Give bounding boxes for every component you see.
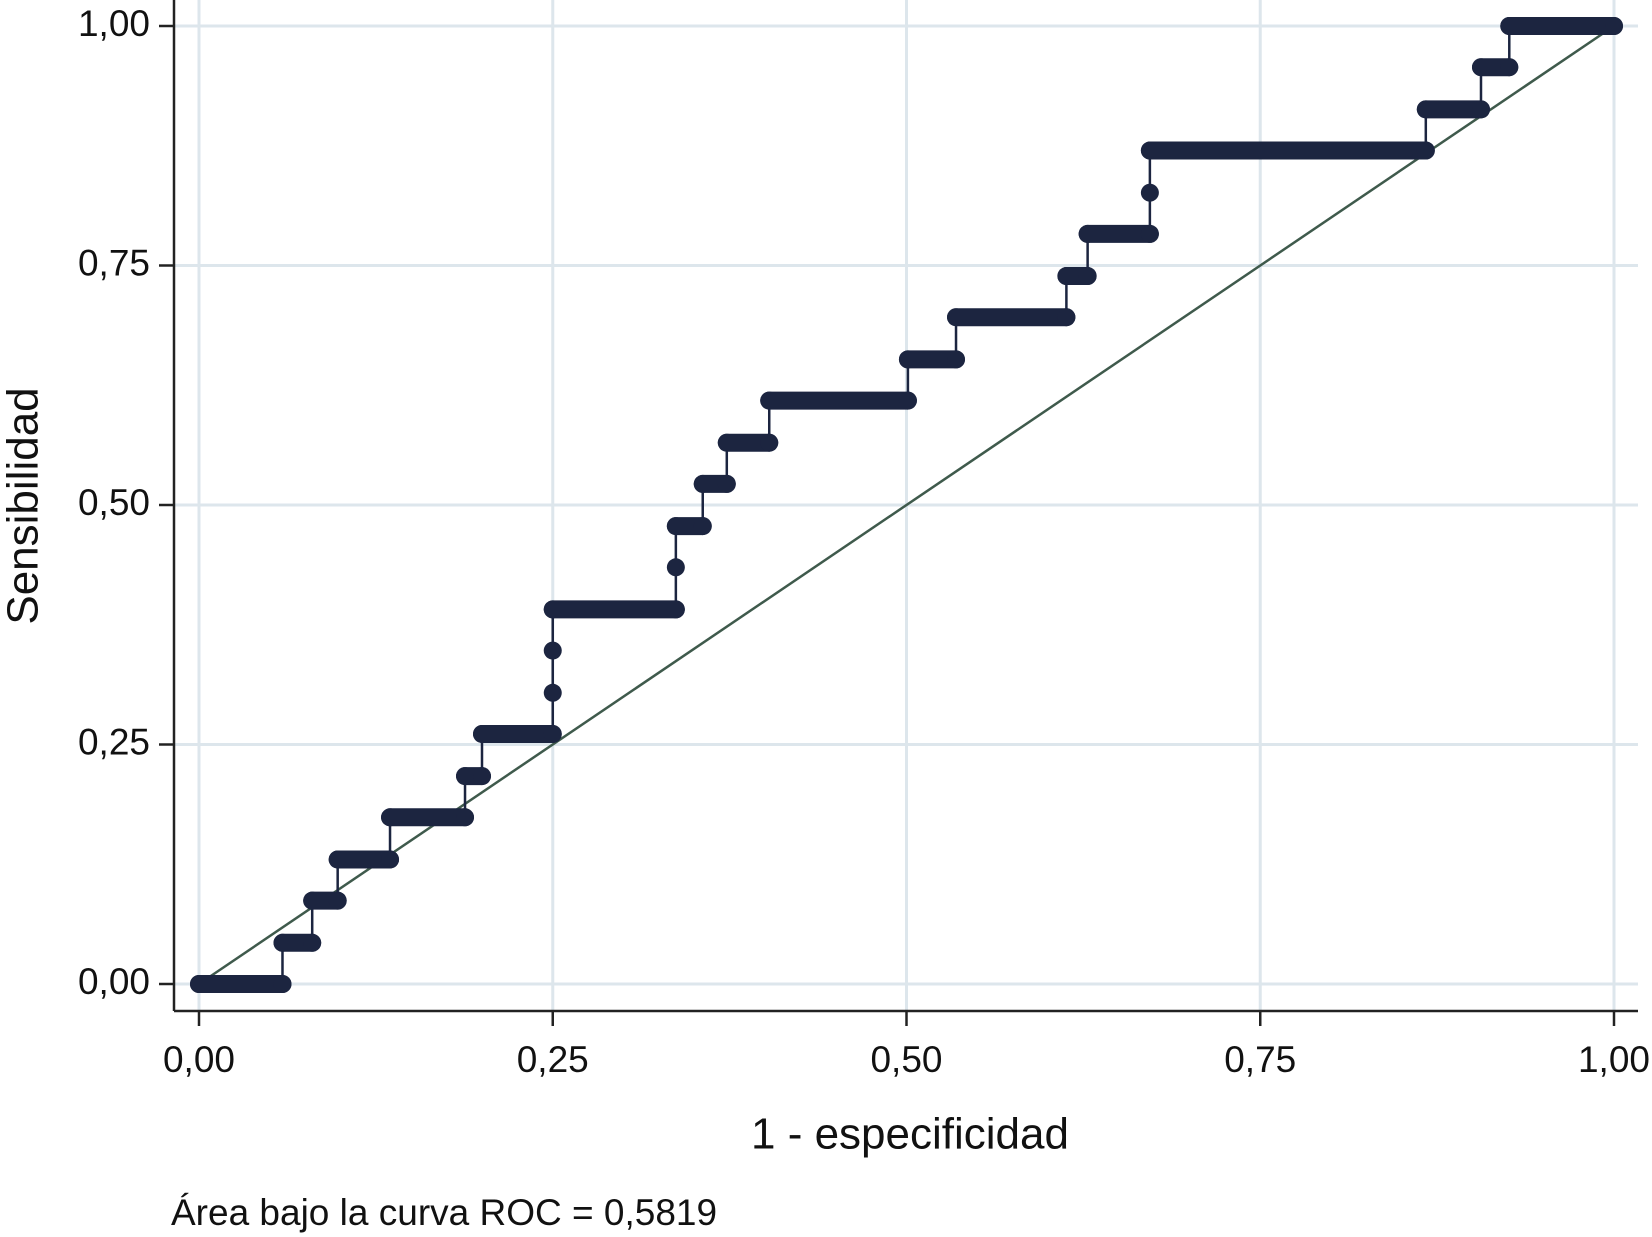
- x-tick-label: 0,25: [517, 1039, 589, 1080]
- y-axis-label: Sensibilidad: [0, 387, 48, 624]
- y-tick-label: 0,50: [78, 482, 150, 523]
- roc-point: [1500, 58, 1519, 77]
- y-tick-label: 0,75: [78, 242, 150, 283]
- x-tick-label: 1,00: [1578, 1039, 1650, 1080]
- roc-point: [1416, 141, 1435, 160]
- roc-point: [717, 474, 736, 493]
- roc-point: [666, 600, 685, 619]
- roc-point: [473, 767, 491, 786]
- note: Área bajo la curva ROC = 0,5819: [171, 1192, 717, 1233]
- roc-point: [543, 724, 562, 743]
- roc-point: [1078, 267, 1097, 286]
- roc-point: [1471, 100, 1490, 119]
- roc-point: [760, 433, 779, 452]
- roc-point: [381, 850, 400, 869]
- roc-point: [666, 558, 685, 577]
- roc-point: [947, 350, 966, 369]
- y-tick-label: 0,00: [78, 961, 150, 1002]
- roc-point: [543, 683, 562, 702]
- y-tick-label: 0,25: [78, 721, 150, 762]
- x-tick-label: 0,00: [163, 1039, 235, 1080]
- roc-point: [1140, 224, 1159, 243]
- x-axis-label: 1 - especificidad: [751, 1110, 1069, 1159]
- roc-point: [1605, 17, 1623, 35]
- roc-point: [693, 517, 712, 536]
- x-tick-label: 0,50: [870, 1039, 942, 1080]
- roc-point: [303, 933, 322, 952]
- roc-point: [1057, 308, 1076, 327]
- x-tick-label: 0,75: [1224, 1039, 1296, 1080]
- y-tick-label: 1,00: [78, 3, 150, 44]
- roc-point: [898, 391, 917, 410]
- roc-point: [543, 641, 562, 660]
- roc-point: [456, 808, 475, 827]
- roc-point: [1140, 183, 1159, 202]
- roc-point: [328, 891, 347, 910]
- roc-point: [273, 975, 292, 993]
